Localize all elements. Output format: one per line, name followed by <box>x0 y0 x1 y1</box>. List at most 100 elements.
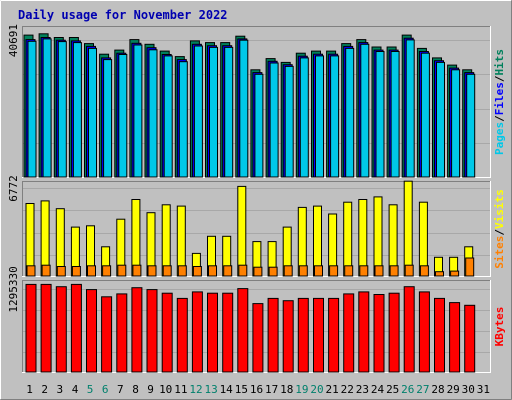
bar-kbytes-day-5 <box>86 289 97 373</box>
bar-kbytes-day-20 <box>313 297 324 373</box>
bar-pages-day-27 <box>420 52 430 178</box>
bar-pages-day-21 <box>330 55 340 178</box>
bar-kbytes-day-8 <box>131 287 143 373</box>
bar-pages-day-2 <box>42 38 52 178</box>
legend-entry-kbytes: KBytes <box>493 307 506 347</box>
bar-visits-day-15 <box>237 185 247 277</box>
x-tick-label-4: 4 <box>72 383 79 396</box>
bar-kbytes-day-11 <box>176 297 188 373</box>
bar-kbytes-day-9 <box>146 289 158 373</box>
bar-sites-day-16 <box>253 266 263 277</box>
bar-kbytes-day-13 <box>207 292 218 373</box>
legend-separator: / <box>493 115 506 122</box>
x-axis-labels: 1 2 3 4 5 6 7 8 9 10 11 12 13 14 15 16 17 18 19 20 21 22 23 24 2… <box>26 383 490 396</box>
bar-pages-day-16 <box>254 73 264 178</box>
bar-kbytes-day-6 <box>101 296 113 373</box>
bar-kbytes-day-12 <box>191 291 203 373</box>
series-kbytes <box>25 283 476 373</box>
bar-sites-day-7 <box>117 264 127 277</box>
bar-kbytes-day-7 <box>116 293 128 373</box>
bar-sites-day-9 <box>147 265 157 277</box>
bar-pages-day-24 <box>375 51 385 178</box>
bar-pages-day-29 <box>451 69 461 178</box>
legend-entry-visits: Visits <box>493 189 506 229</box>
bar-sites-day-24 <box>374 265 384 277</box>
bar-sites-day-1 <box>26 265 36 277</box>
bar-kbytes-day-22 <box>343 293 355 373</box>
x-tick-label-30: 30 <box>462 383 475 396</box>
x-tick-label-15: 15 <box>235 383 248 396</box>
x-tick-label-19: 19 <box>295 383 308 396</box>
x-tick-label-28: 28 <box>431 383 444 396</box>
bar-sites-day-27 <box>419 265 429 277</box>
bar-pages-day-26 <box>405 39 415 178</box>
x-tick-label-23: 23 <box>356 383 369 396</box>
bar-kbytes-day-24 <box>373 294 385 373</box>
bar-pages-day-1 <box>27 40 37 178</box>
x-tick-label-24: 24 <box>371 383 385 396</box>
x-tick-label-5: 5 <box>87 383 94 396</box>
bar-kbytes-day-23 <box>358 291 370 373</box>
bar-sites-day-10 <box>162 265 172 277</box>
series-pages <box>27 38 476 178</box>
bar-visits-day-22 <box>343 201 353 277</box>
panel-visits-sites: 6772 Sites/Visits <box>7 175 506 277</box>
x-tick-label-26: 26 <box>401 383 414 396</box>
bar-pages-day-10 <box>163 55 173 178</box>
bar-pages-day-30 <box>466 73 476 178</box>
bar-sites-day-14 <box>223 265 233 277</box>
x-tick-label-18: 18 <box>280 383 293 396</box>
bar-pages-day-18 <box>284 65 294 178</box>
bar-kbytes-day-26 <box>403 286 415 373</box>
x-tick-label-29: 29 <box>447 383 460 396</box>
x-tick-label-17: 17 <box>265 383 278 396</box>
bar-visits-day-27 <box>418 201 428 277</box>
y-max-label: 6772 <box>7 175 20 202</box>
x-tick-label-20: 20 <box>310 383 323 396</box>
legend-separator: / <box>493 229 506 236</box>
legend-entry-pages: Pages <box>493 122 506 155</box>
bar-sites-day-13 <box>208 265 217 277</box>
bar-pages-day-23 <box>360 43 370 178</box>
x-tick-label-10: 10 <box>159 383 172 396</box>
bar-visits-day-8 <box>131 199 141 277</box>
bar-pages-day-3 <box>57 41 67 178</box>
bar-sites-day-28 <box>435 271 444 277</box>
bar-visits-day-1 <box>25 203 35 277</box>
legend-entry-sites: Sites <box>493 236 506 269</box>
bar-sites-day-22 <box>344 265 354 277</box>
bar-sites-day-20 <box>314 265 323 277</box>
bar-kbytes-day-15 <box>237 288 249 373</box>
x-tick-label-11: 11 <box>174 383 187 396</box>
y-max-label: 1295330 <box>7 266 20 312</box>
bar-sites-day-29 <box>450 270 460 277</box>
bar-sites-day-21 <box>329 265 339 277</box>
chart-panels: 40691Pages/Files/Hits6772Sites/Visits129… <box>7 24 506 373</box>
bar-pages-day-7 <box>118 54 128 178</box>
bar-sites-day-4 <box>71 266 81 277</box>
x-tick-label-7: 7 <box>117 383 124 396</box>
bar-kbytes-day-2 <box>40 283 52 373</box>
x-tick-label-13: 13 <box>204 383 217 396</box>
series-sites <box>26 257 475 277</box>
bar-sites-day-12 <box>192 266 202 277</box>
bar-pages-day-9 <box>148 49 158 178</box>
bar-sites-day-18 <box>283 265 293 277</box>
bar-pages-day-20 <box>315 55 324 178</box>
bar-pages-day-4 <box>72 42 82 178</box>
series-visits <box>25 180 474 277</box>
legend-entry-files: Files <box>493 82 506 115</box>
bar-pages-day-11 <box>178 61 188 178</box>
bar-sites-day-19 <box>298 265 308 277</box>
x-tick-label-25: 25 <box>386 383 399 396</box>
panel-kbytes: 1295330 KBytes <box>7 266 506 373</box>
x-tick-label-16: 16 <box>250 383 263 396</box>
bar-visits-day-23 <box>358 199 368 277</box>
legend-entry-hits: Hits <box>493 49 506 76</box>
bar-kbytes-day-16 <box>252 303 264 373</box>
x-tick-label-6: 6 <box>102 383 109 396</box>
bar-pages-day-28 <box>436 61 445 178</box>
bar-sites-day-3 <box>56 266 66 277</box>
